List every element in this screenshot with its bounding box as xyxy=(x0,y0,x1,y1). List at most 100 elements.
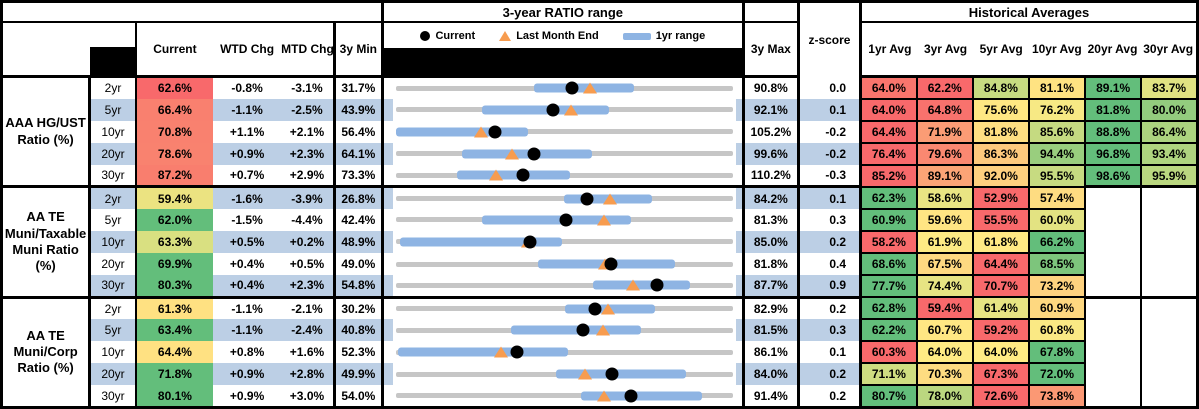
tenor-header-black-cell xyxy=(89,22,136,78)
tenor-cell: 10yr xyxy=(101,345,125,360)
last-month-end-marker xyxy=(601,303,616,315)
z-score-cell: 0.2 xyxy=(798,385,863,408)
historical-averages-title: Historical Averages xyxy=(859,1,1198,23)
current-marker xyxy=(488,125,502,139)
z-score-cell: -0.2 xyxy=(798,120,863,143)
header-spacer-max xyxy=(741,1,800,22)
current-marker xyxy=(516,168,530,182)
range-chart-cell xyxy=(382,230,745,253)
legend-current-label: Current xyxy=(435,30,476,42)
tenor-cell: 30yr xyxy=(89,275,136,298)
3y-max-cell: 110.2% xyxy=(743,164,800,187)
current-marker xyxy=(604,257,618,271)
avg-cell: 62.2% xyxy=(859,318,918,343)
3y-max-cell: 91.4% xyxy=(743,385,800,408)
range-chart-cell xyxy=(382,185,745,209)
wtd-chg-cell: +1.1% xyxy=(229,124,265,139)
avg-cell: 60.3% xyxy=(859,340,918,365)
1yr-range-bar xyxy=(555,369,687,379)
range-plot xyxy=(392,275,736,296)
avg-cell: 71.1% xyxy=(859,362,918,387)
mtd-chg-cell: +0.2% xyxy=(281,230,335,253)
mtd-chg-cell: -4.4% xyxy=(291,212,323,227)
group-label: AAA HG/UST Ratio (%) xyxy=(1,76,92,187)
1yr-range-bar xyxy=(592,280,690,290)
avg-cell: 96.8% xyxy=(1084,141,1143,166)
mtd-chg-cell: +2.1% xyxy=(289,124,325,139)
avg-cell: 60.0% xyxy=(1027,207,1087,232)
last-month-end-marker xyxy=(582,82,597,94)
range-plot xyxy=(392,230,736,253)
range-plot xyxy=(392,142,736,165)
avg-cell: 95.9% xyxy=(1140,163,1199,188)
mtd-chg-cell: -2.1% xyxy=(281,295,335,320)
range-chart-cell xyxy=(382,120,745,143)
current-marker xyxy=(580,192,594,206)
mtd-chg-cell: -2.5% xyxy=(281,98,335,121)
avg-cell: 59.4% xyxy=(915,296,974,321)
current-cell: 64.4% xyxy=(134,341,213,364)
tenor-cell: 10yr xyxy=(101,124,125,139)
current-cell: 87.2% xyxy=(134,164,213,187)
chart-title: 3-year RATIO range xyxy=(380,0,745,23)
z-score-cell: 0.1 xyxy=(798,98,863,121)
range-plot xyxy=(392,319,736,342)
avg-cell: 59.6% xyxy=(915,207,974,232)
current-cell: 78.6% xyxy=(134,142,213,165)
last-month-end-marker xyxy=(504,148,519,160)
avg-cell-empty xyxy=(1140,385,1198,408)
avg-cell: 95.5% xyxy=(1027,163,1087,188)
avg-cell: 98.6% xyxy=(1084,163,1143,188)
wtd-chg-cell: -1.5% xyxy=(231,212,263,227)
avg-cell: 60.9% xyxy=(1027,296,1087,321)
avg-cell: 62.2% xyxy=(915,75,974,100)
current-marker xyxy=(527,147,540,161)
range-chart-cell xyxy=(382,295,745,320)
range-track xyxy=(395,302,733,316)
z-score-cell: 0.9 xyxy=(798,275,863,298)
3y-min-cell: 56.4% xyxy=(332,120,384,143)
3y-min-cell: 26.8% xyxy=(332,185,384,209)
tenor-cell: 30yr xyxy=(101,388,125,403)
3y-max-cell: 92.1% xyxy=(743,98,800,121)
last-month-end-marker xyxy=(603,193,618,205)
avg-cell: 86.3% xyxy=(971,141,1030,166)
avg-column-header: 3yr Avg xyxy=(923,42,968,56)
header-spacer-min xyxy=(334,2,382,23)
z-score-cell: 0.2 xyxy=(798,295,863,320)
last-month-end-marker xyxy=(489,169,504,181)
avg-cell: 67.8% xyxy=(1027,340,1087,365)
tenor-cell: 30yr xyxy=(101,168,125,183)
avg-cell: 52.9% xyxy=(971,185,1030,210)
current-marker xyxy=(559,213,573,227)
avg-cell: 77.7% xyxy=(859,274,918,299)
avg-cell: 72.6% xyxy=(971,384,1030,409)
3y-max-cell: 82.9% xyxy=(743,295,800,320)
avg-cell: 85.6% xyxy=(1027,119,1087,144)
wtd-chg-cell: +0.7% xyxy=(229,168,265,183)
avg-cell: 62.3% xyxy=(859,185,918,210)
avg-cell: 81.8% xyxy=(1084,97,1143,122)
tenor-cell: 5yr xyxy=(89,319,136,342)
range-plot xyxy=(392,363,736,386)
black-band xyxy=(383,48,741,74)
3y-min-cell: 40.8% xyxy=(332,319,384,342)
1yr-range-bar xyxy=(481,105,610,115)
avg-cell-empty xyxy=(1140,363,1198,386)
avg-cell: 76.2% xyxy=(1027,97,1087,122)
avg-cell: 58.6% xyxy=(915,185,974,210)
3y-max-cell: 85.0% xyxy=(743,230,800,253)
wtd-chg-cell: +0.9% xyxy=(213,142,282,165)
avg-cell: 64.0% xyxy=(859,75,918,100)
3y-min-cell: 49.0% xyxy=(332,253,384,276)
range-plot xyxy=(392,164,736,186)
3y-max-cell: 87.7% xyxy=(743,275,800,298)
z-score-cell: 0.3 xyxy=(798,319,863,342)
legend-range-item: 1yr range xyxy=(622,30,705,42)
avg-cell-empty xyxy=(1084,363,1142,386)
avg-column-header: 20yr Avg xyxy=(1087,42,1138,56)
avg-cell: 64.0% xyxy=(915,340,974,365)
current-cell: 62.6% xyxy=(134,76,213,99)
avg-cell: 94.4% xyxy=(1027,141,1087,166)
